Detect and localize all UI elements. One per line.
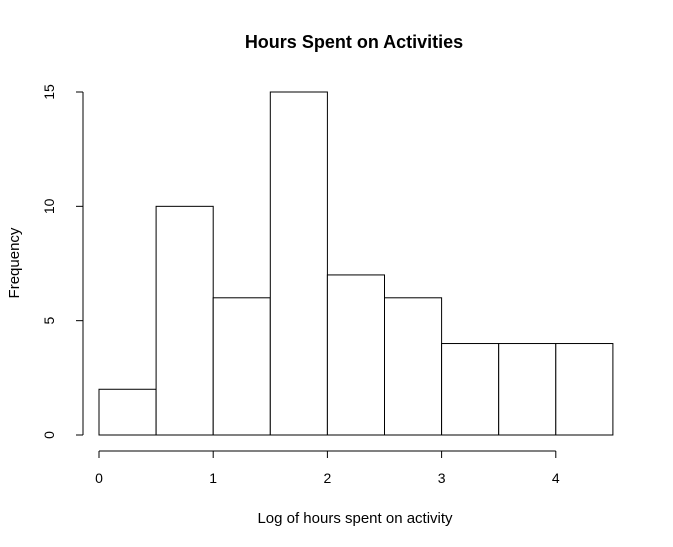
y-axis-label: Frequency: [6, 227, 23, 298]
histogram-bar-3: [269, 91, 328, 436]
histogram-bar-0: [98, 388, 157, 436]
histogram-bar-1: [155, 205, 214, 436]
x-tick-label-2: 2: [324, 470, 332, 486]
y-tick-label-0: 0: [41, 431, 57, 439]
x-tick-label-3: 3: [438, 470, 446, 486]
y-tick-label-2: 10: [41, 198, 57, 214]
histogram-bar-8: [555, 343, 614, 436]
x-axis-label: Log of hours spent on activity: [257, 510, 453, 527]
x-tick-label-4: 4: [552, 470, 560, 486]
x-tick-label-0: 0: [95, 470, 103, 486]
y-axis: 0 5 10 15: [41, 84, 84, 439]
x-tick-label-1: 1: [209, 470, 217, 486]
histogram-bar-5: [384, 297, 443, 436]
histogram-bar-4: [326, 274, 385, 436]
histogram-bar-2: [212, 297, 271, 436]
histogram-bar-6: [441, 343, 500, 436]
y-tick-label-3: 15: [41, 84, 57, 100]
histogram-bar-7: [498, 343, 557, 436]
bars-group: [98, 91, 614, 436]
chart-title: Hours Spent on Activities: [245, 32, 463, 52]
x-axis: 0 1 2 3 4: [95, 450, 560, 486]
y-tick-label-1: 5: [41, 317, 57, 325]
